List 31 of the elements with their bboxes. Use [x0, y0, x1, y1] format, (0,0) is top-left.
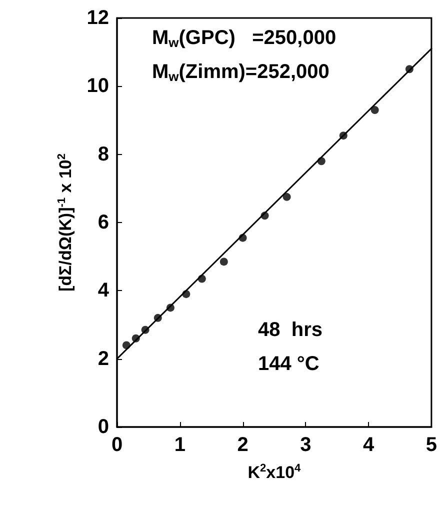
x-tick-label: 4 — [362, 434, 375, 456]
y-tick-label: 6 — [98, 212, 109, 234]
point — [282, 192, 291, 201]
point — [141, 326, 150, 334]
point — [166, 304, 174, 312]
point — [370, 106, 379, 114]
y-tick-label: 0 — [98, 416, 109, 438]
point — [405, 65, 414, 74]
point — [132, 334, 140, 342]
x-tick-label: 1 — [174, 434, 186, 456]
annotation: 144 °C — [258, 353, 320, 375]
point — [339, 132, 348, 140]
y-tick-label: 12 — [86, 7, 109, 29]
point — [220, 258, 228, 266]
point — [238, 234, 247, 242]
x-tick-label: 5 — [426, 434, 437, 456]
point — [122, 341, 130, 350]
y-axis-title: [dΣ/dΩ(K)]-1 x 102 — [56, 153, 76, 292]
y-tick-label: 10 — [86, 75, 109, 98]
point — [317, 157, 326, 166]
point — [154, 314, 162, 322]
y-tick-label: 8 — [98, 143, 109, 166]
point — [182, 290, 190, 298]
x-tick-label: 3 — [300, 434, 312, 456]
annotation: 48 hrs — [258, 319, 322, 341]
x-tick-label: 0 — [111, 434, 123, 456]
y-tick-label: 2 — [98, 348, 109, 370]
x-tick-label: 2 — [237, 434, 248, 456]
point — [260, 212, 269, 220]
y-tick-label: 4 — [98, 280, 110, 302]
point — [198, 274, 206, 283]
